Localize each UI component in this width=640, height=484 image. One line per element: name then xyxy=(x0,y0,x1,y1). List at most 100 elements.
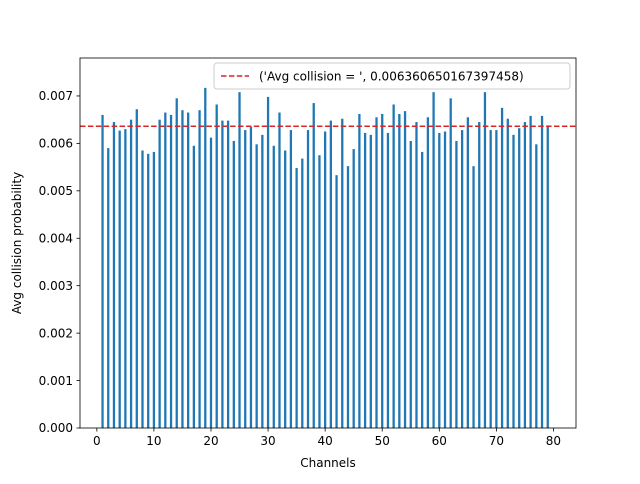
y-tick-label: 0.007 xyxy=(39,89,73,103)
bar-channel-4 xyxy=(118,130,121,428)
x-tick-label: 0 xyxy=(93,434,101,448)
bar-channel-10 xyxy=(152,151,156,429)
bar-channel-43 xyxy=(341,118,344,428)
bar-channel-69 xyxy=(489,130,492,428)
bar-channel-52 xyxy=(392,104,395,429)
bar-channel-65 xyxy=(466,117,469,428)
bar-channel-40 xyxy=(324,131,327,428)
bar-channel-66 xyxy=(472,166,475,428)
bar-channel-49 xyxy=(375,117,378,428)
bar-channel-60 xyxy=(438,132,441,428)
x-tick-label: 80 xyxy=(546,434,561,448)
bar-channel-1 xyxy=(101,114,104,429)
bar-channel-30 xyxy=(266,96,270,429)
bar-channel-63 xyxy=(455,141,458,428)
bar-channel-46 xyxy=(358,113,361,428)
y-tick-label: 0.006 xyxy=(39,137,73,151)
bar-channel-9 xyxy=(147,153,150,428)
bar-channel-22 xyxy=(221,120,224,429)
y-tick-label: 0.004 xyxy=(39,231,73,245)
bar-channel-39 xyxy=(318,155,321,429)
x-tick-label: 70 xyxy=(489,434,504,448)
y-tick-label: 0.003 xyxy=(39,279,73,293)
bar-channel-45 xyxy=(352,149,355,428)
bar-channel-59 xyxy=(432,92,435,429)
bar-channel-47 xyxy=(363,132,367,428)
bar-channel-18 xyxy=(198,110,201,429)
bar-channel-29 xyxy=(261,134,264,428)
bar-channel-78 xyxy=(540,115,544,429)
bar-channel-5 xyxy=(124,129,127,428)
bar-channel-2 xyxy=(107,148,110,428)
bar-channel-11 xyxy=(158,119,161,429)
bar-channel-74 xyxy=(518,128,521,428)
bar-channel-51 xyxy=(386,132,390,428)
bar-channel-76 xyxy=(529,115,532,429)
x-tick-label: 10 xyxy=(146,434,161,448)
y-axis-ticks: 0.000 0.001 0.002 0.003 0.004 0.005 0.006 0.007 xyxy=(39,89,80,435)
y-tick-label: 0.000 xyxy=(39,421,73,435)
bar-channel-61 xyxy=(443,131,447,428)
y-tick-label: 0.005 xyxy=(39,184,73,198)
bar-channel-27 xyxy=(249,126,253,428)
bar-channel-16 xyxy=(187,112,190,429)
bar-channel-34 xyxy=(289,130,293,428)
bar-channel-14 xyxy=(175,98,178,428)
x-tick-label: 40 xyxy=(318,434,333,448)
bar-channel-64 xyxy=(460,130,464,428)
bar-channel-28 xyxy=(255,144,258,428)
bar-channel-58 xyxy=(426,117,430,428)
bar-channel-24 xyxy=(232,141,235,428)
bar-channel-26 xyxy=(244,130,247,428)
x-axis-ticks: 0 10 20 30 40 50 60 70 80 xyxy=(93,428,561,448)
bar-channel-33 xyxy=(284,150,287,428)
legend: ('Avg collision = ', 0.00636065016739745… xyxy=(213,62,571,90)
bar-channel-48 xyxy=(369,134,372,428)
bar-channel-71 xyxy=(500,107,504,428)
bar-channel-38 xyxy=(312,103,315,428)
bar-channel-3 xyxy=(112,122,116,428)
bar-channel-44 xyxy=(346,166,350,428)
y-axis-label: Avg collision probability xyxy=(10,172,24,314)
bar-channel-13 xyxy=(169,114,173,429)
x-tick-label: 60 xyxy=(432,434,447,448)
x-axis-label: Channels xyxy=(300,456,356,470)
x-tick-label: 30 xyxy=(260,434,275,448)
bar-channel-54 xyxy=(403,111,407,428)
bar-channel-41 xyxy=(329,120,332,429)
bar-channel-20 xyxy=(209,137,213,428)
bar-channel-12 xyxy=(164,112,167,429)
bar-channel-75 xyxy=(523,122,527,428)
legend-box xyxy=(213,62,571,90)
bar-channel-23 xyxy=(226,120,230,429)
bar-channel-79 xyxy=(546,125,549,429)
bar-channel-42 xyxy=(335,175,338,428)
bar-channel-15 xyxy=(181,110,184,429)
bar-channel-19 xyxy=(204,87,207,428)
y-tick-label: 0.002 xyxy=(39,326,73,340)
bar-channel-62 xyxy=(449,98,452,428)
bar-channel-77 xyxy=(535,144,538,428)
bar-group xyxy=(101,87,549,429)
bar-channel-37 xyxy=(306,130,310,428)
bar-channel-35 xyxy=(295,168,298,429)
y-tick-label: 0.001 xyxy=(39,374,73,388)
bar-channel-53 xyxy=(398,113,401,428)
plot-frame xyxy=(79,57,577,429)
bar-channel-8 xyxy=(141,150,144,428)
bar-channel-31 xyxy=(272,145,275,428)
bar-channel-7 xyxy=(135,109,138,428)
bar-channel-56 xyxy=(415,122,418,428)
x-tick-label: 50 xyxy=(375,434,390,448)
bar-channel-57 xyxy=(421,151,424,429)
bar-channel-21 xyxy=(215,104,218,429)
bar-channel-25 xyxy=(238,92,241,429)
bar-channel-32 xyxy=(278,112,281,429)
bar-channel-6 xyxy=(129,119,133,429)
bar-channel-73 xyxy=(512,134,515,428)
bar-channel-68 xyxy=(483,92,487,429)
x-tick-label: 20 xyxy=(203,434,218,448)
bar-channel-67 xyxy=(478,122,481,428)
legend-label: ('Avg collision = ', 0.00636065016739745… xyxy=(259,70,524,84)
bar-channel-55 xyxy=(409,141,412,428)
